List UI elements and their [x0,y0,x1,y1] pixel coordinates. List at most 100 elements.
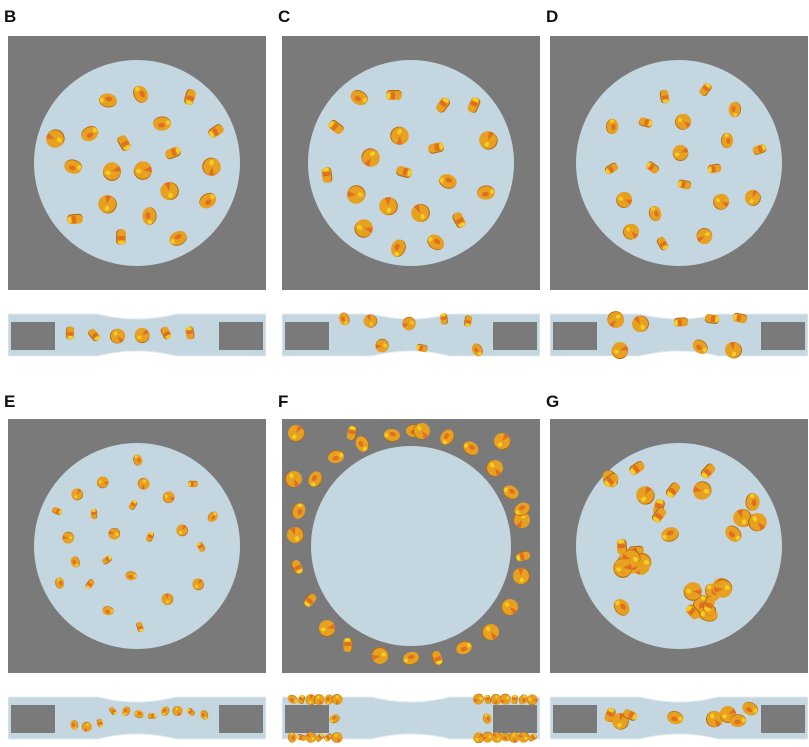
rbc-particle-top [50,504,64,518]
panel-label: B [4,7,17,26]
rbc-particle-top [600,469,622,491]
rbc-particle-top [611,596,633,618]
rbc-particle-top [126,498,140,512]
rbc-particle-top [338,635,358,655]
rbc-particle-top [342,423,362,443]
rbc-particle-top [653,234,672,253]
rbc-particle-top [712,578,734,600]
rbc-particle-top [432,94,454,116]
rbc-particle-top [409,202,431,224]
rbc-particle-top [124,569,138,583]
rbc-particle-top [194,540,208,554]
rbc-particle-top [133,620,147,634]
rbc-particle-top [611,536,633,558]
rbc-particle-top [206,510,220,524]
rbc-particle-top [96,475,110,489]
rbc-particle-top [437,427,457,447]
rbc-particle-top [100,553,114,567]
rbc-particle-top [326,447,346,467]
rbc-particle-top [53,576,67,590]
side-view-panel [550,693,808,743]
rbc-particle-top [427,648,447,668]
channel-domain-circle [308,60,514,266]
rbc-particle-top [500,597,520,617]
rbc-particle-top [648,504,670,526]
rbc-particle-top [197,190,219,212]
rbc-particle-top [448,209,470,231]
rbc-particle-top [138,205,160,227]
rbc-particle-top [485,458,505,478]
rbc-particle-top [345,184,367,206]
rbc-particle-top [622,222,641,241]
side-view-panel [282,693,540,743]
side-view-panel [550,310,808,360]
rbc-particle-top [191,577,205,591]
rbc-particle-top [659,523,681,545]
rbc-particle-top [107,527,121,541]
side-view-panel [282,310,540,360]
rbc-particle-top [463,94,485,116]
rbc-particle-top [68,555,82,569]
rbc-particle-top [87,507,101,521]
rbc-particle-top [513,546,533,566]
rbc-particle-top [377,195,399,217]
rbc-particle-top [696,80,715,99]
channel-domain-circle [34,443,240,649]
rbc-particle-top [731,507,753,529]
rbc-particle-top [698,593,720,615]
rbc-particle-top [382,425,402,445]
rbc-particle-top [389,125,411,147]
rbc-particle-top [511,566,531,586]
rbc-particle-top [671,143,690,162]
rbc-particle-top [675,175,694,194]
rbc-particle-top [113,132,135,154]
rbc-particle-top [655,87,674,106]
rbc-particle-top [179,86,201,108]
rbc-particle-top [602,159,621,178]
rbc-particle-top [481,622,501,642]
rbc-particle-top [461,438,481,458]
top-view-frame [8,36,266,290]
rbc-particle-top [201,156,223,178]
top-view-frame [550,36,808,290]
rbc-particle-top [695,227,714,246]
rbc-particle-top [348,87,370,109]
rbc-particle-top [287,557,307,577]
rbc-particle-top [425,137,447,159]
rbc-particle-top [131,453,145,467]
panel-label: D [546,7,559,26]
rbc-particle-top [501,482,521,502]
rbc-particle-top [70,487,84,501]
rbc-particle-top [742,491,764,513]
rbc-particle-top [110,226,132,248]
top-view-frame [282,36,540,290]
rbc-particle-top [718,131,737,150]
rbc-particle-top [353,217,375,239]
rbc-particle-top [62,156,84,178]
rbc-particle-top [743,188,762,207]
panel-label: C [278,7,291,26]
rbc-particle-top [162,490,176,504]
rbc-particle-top [393,161,415,183]
rbc-particle-top [387,237,409,259]
rbc-particle-top [401,648,421,668]
rbc-particle-top [682,580,704,602]
rbc-particle-top [674,112,693,131]
rbc-particle-top [492,431,512,451]
rbc-particle-top [747,511,769,533]
rbc-particle-top [437,170,459,192]
rbc-particle-top [101,604,115,618]
rbc-particle-top [130,83,152,105]
rbc-particle-top [44,128,66,150]
rbc-particle-top [512,499,532,519]
rbc-particle-top [691,480,713,502]
rbc-particle-top [284,469,304,489]
rbc-particle-top [143,530,157,544]
rbc-particle-top [151,113,173,135]
rbc-particle-top [352,434,372,454]
rbc-particle-top [750,140,769,159]
rbc-particle-top [158,180,180,202]
panel-label: E [4,392,16,411]
top-view-frame [8,419,266,673]
rbc-particle-top [425,231,447,253]
